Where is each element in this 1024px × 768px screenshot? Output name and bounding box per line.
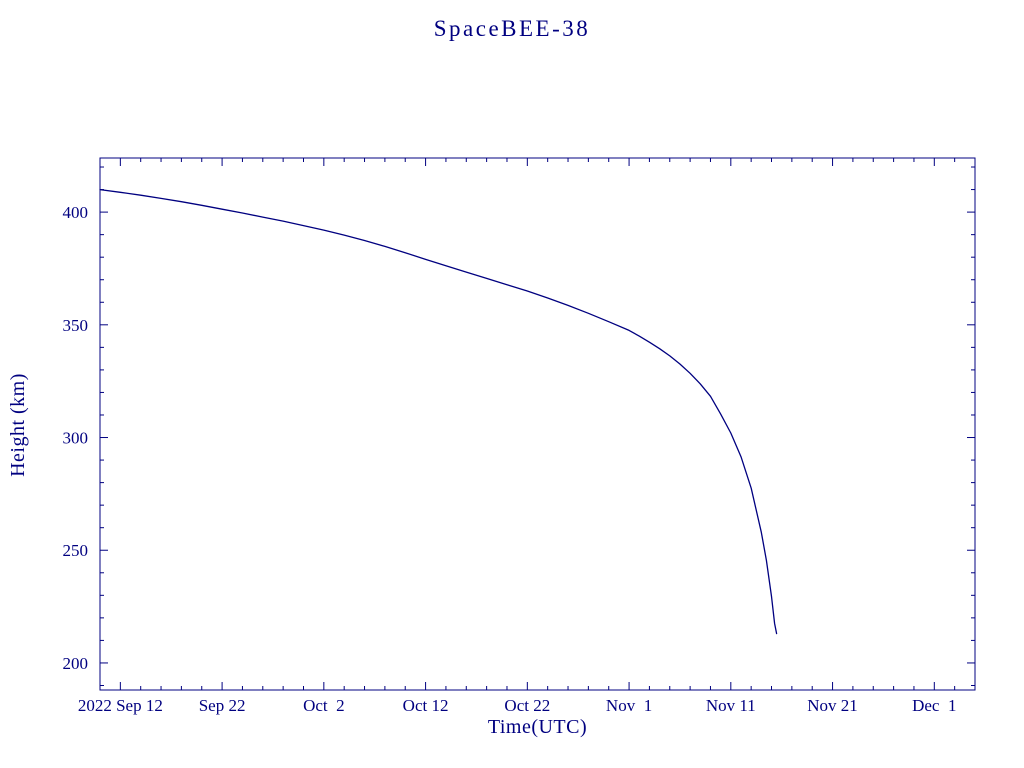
y-tick-label: 300 <box>63 429 89 448</box>
x-tick-label: Dec 1 <box>912 696 956 715</box>
plot-frame <box>99 157 976 691</box>
x-tick-label: 2022 Sep 12 <box>78 696 163 715</box>
x-tick-label: Nov 21 <box>807 696 858 715</box>
chart-title: SpaceBEE-38 <box>433 16 591 41</box>
x-tick-label: Oct 12 <box>403 696 449 715</box>
x-tick-label: Oct 22 <box>504 696 550 715</box>
y-tick-label: 400 <box>63 203 89 222</box>
x-tick-label: Oct 2 <box>303 696 345 715</box>
decay-curve <box>99 188 778 635</box>
x-tick-label: Nov 11 <box>706 696 756 715</box>
x-tick-label: Nov 1 <box>606 696 652 715</box>
x-axis-title: Time(UTC) <box>487 716 588 738</box>
x-tick-label: Sep 22 <box>199 696 246 715</box>
y-tick-label: 250 <box>63 541 89 560</box>
y-tick-label: 350 <box>63 316 89 335</box>
y-tick-label: 200 <box>63 654 89 673</box>
